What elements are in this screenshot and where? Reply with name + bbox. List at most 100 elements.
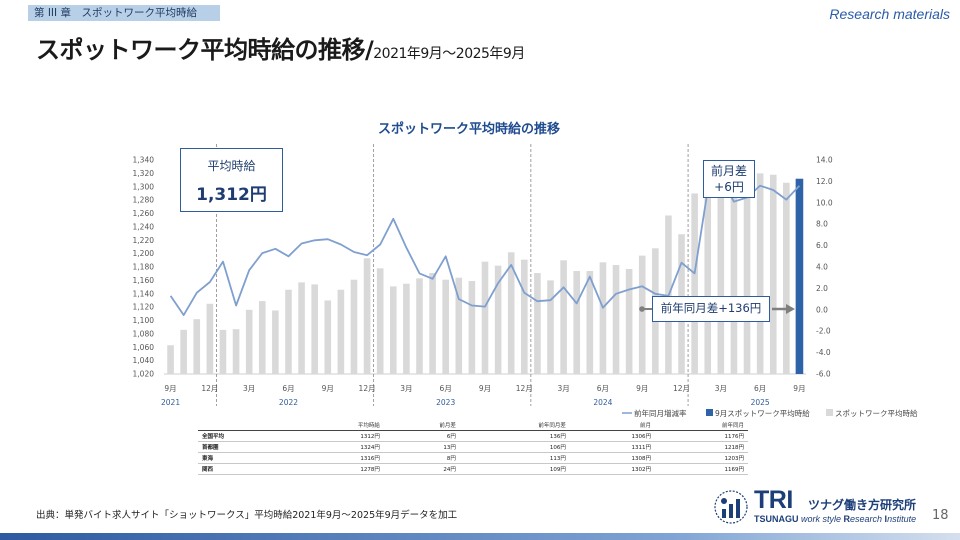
logo-en-part: I (884, 514, 888, 524)
average-wage-value: 1,312円 (196, 185, 267, 205)
wage-bar (350, 279, 358, 374)
table-cell: 109円 (459, 463, 570, 475)
wage-bar (272, 310, 279, 374)
legend-bar-swatch (706, 409, 713, 416)
table-cell: 1169円 (655, 463, 748, 475)
y-left-tick-label: 1,180 (133, 263, 155, 272)
wage-bar (298, 282, 305, 374)
wage-bar (691, 193, 698, 374)
y-right-tick-label: 14.0 (816, 156, 833, 165)
x-tick-label: 3月 (557, 384, 569, 393)
table-cell: 1312円 (290, 430, 384, 442)
table-cell: 東海 (198, 452, 291, 464)
table-cell: 1302円 (569, 463, 655, 475)
x-tick-label: 9月 (636, 384, 648, 393)
wage-bar (206, 303, 214, 374)
x-tick-label: 12月 (673, 384, 690, 393)
wage-bar (429, 273, 436, 374)
wage-bar (481, 261, 489, 374)
wage-bar (494, 265, 502, 374)
wage-bar (704, 188, 712, 374)
table-cell: 113円 (459, 452, 570, 464)
table-cell: 136円 (459, 430, 570, 442)
callout-arrow-head-icon (786, 304, 795, 314)
table-header: 前年同月 (655, 421, 748, 431)
average-wage-callout: 平均時給 1,312円 (180, 148, 283, 212)
legend-label: 9月スポットワーク平均時給 (715, 408, 810, 418)
table-cell: 首都圏 (198, 441, 291, 453)
y-left-tick-label: 1,100 (133, 316, 155, 325)
y-right-tick-label: 6.0 (816, 241, 828, 250)
wage-bar (389, 286, 397, 374)
table-cell: 1308円 (569, 452, 655, 464)
y-right-tick-label: 10.0 (816, 198, 833, 207)
table-header (198, 421, 291, 431)
wage-bar (468, 281, 476, 374)
y-left-tick-label: 1,260 (133, 209, 155, 218)
wage-bar (769, 174, 777, 374)
wage-bar (285, 289, 292, 374)
year-over-year-callout: 前年同月差+136円 (652, 296, 770, 322)
table-header: 前月 (569, 421, 655, 431)
y-left-tick-label: 1,140 (133, 289, 155, 298)
wage-bar (442, 279, 449, 374)
x-tick-label: 12月 (359, 384, 376, 393)
table-cell: 24円 (383, 463, 460, 475)
tri-emblem-icon (714, 490, 748, 524)
table-cell: 1306円 (569, 430, 655, 442)
x-tick-label: 6月 (597, 384, 609, 393)
x-tick-label: 3月 (400, 384, 412, 393)
source-note: 出典：単発バイト求人サイト「ショットワークス」平均時給2021年9月～2025年… (36, 510, 458, 521)
wage-bar (193, 319, 201, 374)
wage-bar (324, 300, 332, 374)
y-right-tick-label: -6.0 (816, 370, 831, 379)
x-tick-label: 9月 (479, 384, 491, 393)
wage-bar (599, 262, 607, 374)
wage-bar (586, 271, 594, 374)
wage-bar (625, 269, 633, 374)
wage-bar (455, 277, 463, 374)
y-right-tick-label: 2.0 (816, 284, 828, 293)
wage-bar (717, 186, 725, 374)
table-cell: 1203円 (655, 452, 748, 464)
x-tick-label: 9月 (793, 384, 805, 393)
wage-bar (337, 289, 345, 374)
logo-en-part: work style (798, 514, 844, 524)
month-over-month-label: 前月差 (710, 164, 747, 178)
wage-bar (180, 329, 187, 374)
page-title-period: 2021年9月～2025年9月 (373, 46, 525, 62)
wage-bar (756, 173, 764, 374)
table-cell: 6円 (383, 430, 460, 442)
page-title: スポットワーク平均時給の推移/2021年9月～2025年9月 (36, 30, 525, 65)
wage-bar (167, 345, 174, 374)
year-label: 2023 (436, 398, 455, 407)
regional-wage-table: 平均時給 前月差 前年同月差 前月 前年同月 全国平均 1312円 6円 136… (198, 421, 748, 475)
x-tick-label: 3月 (243, 384, 255, 393)
table-header: 平均時給 (290, 421, 384, 431)
logo-en-part: TSUNAGU (754, 514, 799, 524)
wage-bar (376, 268, 384, 374)
wage-bar (560, 260, 567, 374)
table-header-row: 平均時給 前月差 前年同月差 前月 前年同月 (198, 421, 748, 431)
legend-label: スポットワーク平均時給 (835, 408, 918, 418)
logo-en-part: R (843, 514, 851, 524)
table-row: 全国平均 1312円 6円 136円 1306円 1176円 (198, 430, 748, 442)
wage-bar (363, 258, 371, 374)
table-cell: 1311円 (569, 441, 655, 453)
year-label: 2024 (593, 398, 612, 407)
y-left-tick-label: 1,300 (133, 182, 155, 191)
table-header: 前年同月差 (459, 421, 570, 431)
y-right-tick-label: 0.0 (816, 305, 828, 314)
table-cell: 1176円 (655, 430, 748, 442)
chapter-tag: 第 III 章 スポットワーク平均時給 (28, 5, 220, 21)
table-cell: 1218円 (655, 441, 748, 453)
x-tick-label: 6月 (282, 384, 294, 393)
y-left-tick-label: 1,020 (133, 370, 155, 379)
wage-bar (521, 259, 528, 374)
y-left-tick-label: 1,060 (133, 343, 155, 352)
highlight-bar (795, 178, 804, 374)
table-cell: 1278円 (290, 463, 384, 475)
y-right-tick-label: 4.0 (816, 263, 828, 272)
table-cell: 1316円 (290, 452, 384, 464)
y-left-tick-label: 1,200 (133, 249, 155, 258)
